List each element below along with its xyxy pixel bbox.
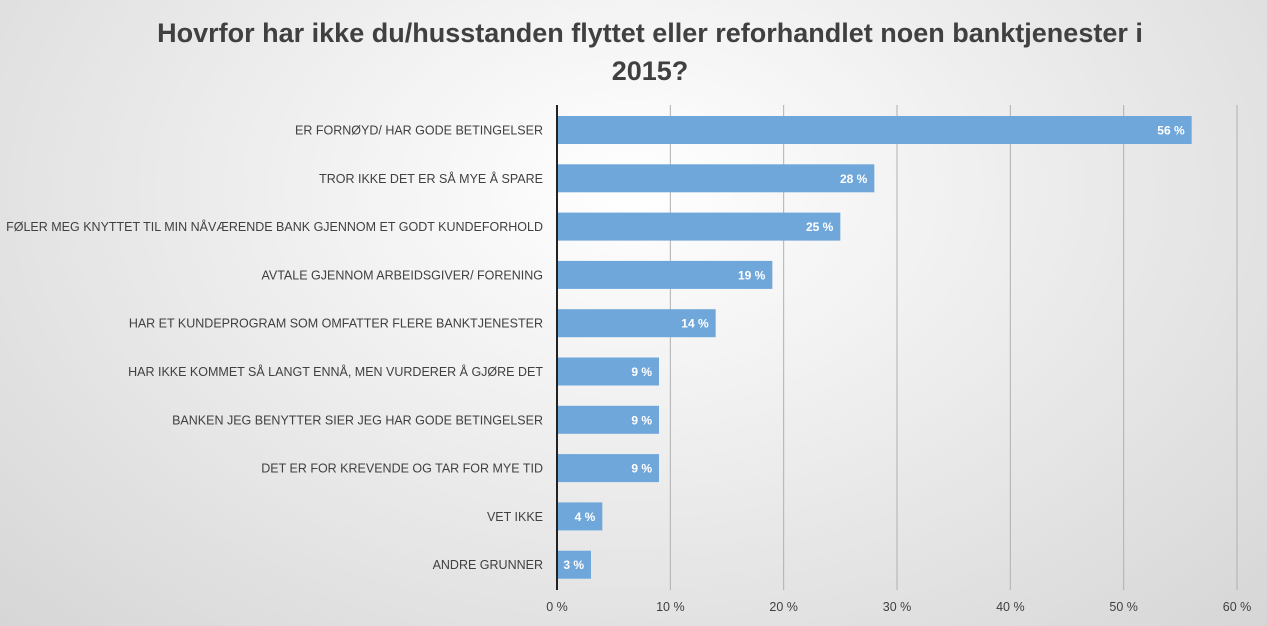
bar [557,260,773,289]
x-tick-labels: 0 % 10 % 20 % 30 % 40 % 50 % 60 % [546,600,1251,614]
data-label: 9 % [631,462,652,476]
x-tick-label: 30 % [883,600,912,614]
x-tick-label: 40 % [996,600,1025,614]
category-label: AVTALE GJENNOM ARBEIDSGIVER/ FORENING [261,268,543,282]
bar [557,502,603,531]
category-label: ER FORNØYD/ HAR GODE BETINGELSER [295,124,543,138]
bar [557,454,659,483]
x-tick-label: 0 % [546,600,568,614]
data-label: 3 % [563,558,584,572]
data-label: 4 % [575,510,596,524]
data-label: 14 % [681,317,709,331]
category-label: HAR ET KUNDEPROGRAM SOM OMFATTER FLERE B… [129,317,543,331]
x-tick-label: 20 % [769,600,798,614]
bar [557,550,591,579]
bar [557,212,841,241]
data-label: 9 % [631,413,652,427]
bar [557,309,716,338]
category-label: TROR IKKE DET ER SÅ MYE Å SPARE [319,171,543,186]
bars: 56 % 28 % 25 % 19 % 14 % 9 % 9 % 9 % 4 % 3 % [557,116,1192,579]
category-label: DET ER FOR KREVENDE OG TAR FOR MYE TID [261,462,543,476]
data-label: 9 % [631,365,652,379]
bar [557,357,659,386]
data-label: 25 % [806,220,834,234]
data-label: 19 % [738,268,766,282]
data-label: 56 % [1157,124,1185,138]
bar [557,116,1192,144]
x-tick-label: 60 % [1223,600,1252,614]
bar [557,164,875,193]
category-label: HAR IKKE KOMMET SÅ LANGT ENNÅ, MEN VURDE… [128,364,543,379]
data-label: 28 % [840,172,868,186]
chart-title: Hovrfor har ikke du/husstanden flyttet e… [157,18,1143,86]
category-label: FØLER MEG KNYTTET TIL MIN NÅVÆRENDE BANK… [6,219,543,234]
category-label: ANDRE GRUNNER [433,558,543,572]
bar [557,405,659,434]
x-tick-label: 10 % [656,600,685,614]
category-labels: ER FORNØYD/ HAR GODE BETINGELSER TROR IKK… [6,124,543,573]
category-label: BANKEN JEG BENYTTER SIER JEG HAR GODE BE… [172,413,543,427]
category-label: VET IKKE [487,510,543,524]
x-tick-label: 50 % [1109,600,1138,614]
